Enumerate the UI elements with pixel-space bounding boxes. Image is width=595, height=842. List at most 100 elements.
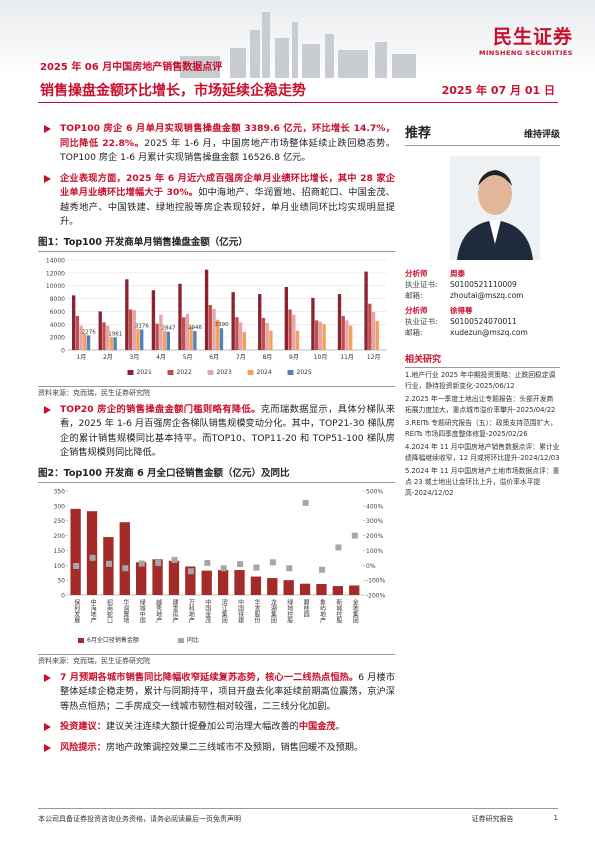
main-column: TOP100 房企 6 月单月实现销售操盘金额 3389.6 亿元，环比增长 1…	[38, 122, 395, 761]
related-item: 4.2024 年 11 月中国房地产销售数据点评：累计业绩降幅继续收窄，12 月…	[405, 443, 560, 462]
analyst-row: 邮箱: xudezun@mszq.com	[405, 327, 560, 338]
bar	[311, 297, 315, 350]
analyst-row: 执业证书: S0100524070011	[405, 316, 560, 327]
mail-label: 邮箱:	[405, 291, 423, 300]
x-tick-label: 3月	[130, 354, 140, 361]
bar	[201, 570, 212, 595]
bar	[178, 283, 182, 350]
y-tick-label: 200	[54, 533, 66, 540]
point	[269, 559, 276, 566]
legend-label: 2025	[297, 369, 312, 376]
x-tick-label: 华发股份	[253, 598, 260, 624]
y2-tick-label: 300%	[366, 518, 383, 525]
bar	[235, 317, 239, 350]
analyst-photo	[450, 156, 540, 260]
legend-label: 同比	[187, 636, 199, 644]
bar	[284, 287, 289, 350]
analyst-name: 周泰	[450, 269, 465, 278]
bar	[86, 335, 91, 350]
chart: 0 50 100 150 200 250 300 350 -200% -100% 0% 100% 200…	[54, 489, 386, 645]
bar	[185, 566, 196, 595]
bar	[151, 290, 156, 350]
bullet-text: 6 月楼市整体延续企稳走势，累计与同期持平，项目开盘去化率延续前期高位震荡，京沪…	[60, 671, 395, 712]
point	[89, 554, 96, 561]
analyst-row: 分析师 周泰	[405, 268, 560, 279]
data-label: 2946	[188, 325, 202, 331]
x-tick-label: 5月	[183, 354, 193, 361]
bar	[316, 584, 327, 595]
cert: S0100521110009	[450, 280, 517, 289]
y-tick-label: 0	[61, 593, 65, 600]
bar	[125, 279, 129, 350]
related-item: 1.地产行业 2025 年中期投资策略：止跌回稳定调行业，静待投资新变化-202…	[405, 371, 556, 390]
bar	[189, 326, 193, 350]
analyst-role: 分析师	[405, 306, 428, 315]
bar	[238, 322, 243, 350]
x-tick-label: 保利发展	[73, 598, 80, 624]
x-tick-label: 滨江集团	[220, 598, 227, 624]
bar	[193, 331, 197, 350]
bar	[348, 325, 353, 350]
chart: 0 2000 4000 6000 8000 10000 12000 14000 1月 2月 3月 4月…	[46, 258, 387, 376]
sidebar: 推荐 维持评级 分析师 周泰 执业证书: S0100521110009 邮箱: zhout…	[405, 122, 560, 499]
legend-swatch	[78, 638, 84, 643]
bar	[349, 585, 360, 595]
bullet-text: 房地产政策调控效果二三线城市不及预期，销售回暖不及预期。	[105, 741, 364, 753]
legend-swatch	[247, 370, 254, 375]
x-tick-label: 越秀地产	[155, 598, 162, 624]
y-tick-label: 100	[54, 563, 66, 570]
bar	[208, 305, 212, 350]
bullet: TOP100 房企 6 月单月实现销售操盘金额 3389.6 亿元，环比增长 1…	[38, 122, 395, 166]
point	[171, 556, 178, 563]
x-tick-label: 碧桂园	[302, 598, 309, 618]
bar	[119, 522, 130, 595]
figure-source: 资料来源：克而瑞，民生证券研究院	[38, 653, 395, 667]
bar	[269, 330, 273, 350]
footer: 本公司具备证券投资咨询业务资格，请务必阅读最后一页免责声明 证券研究报告 1	[38, 808, 558, 824]
bullet: 投资建议：建议关注连续大额计提叠加公司治理大幅改善的中国金茂。	[38, 720, 395, 735]
figure-title: 图2：Top100 开发商 6 月全口径销售金额（亿元）及同比	[38, 467, 395, 483]
bar	[318, 321, 323, 350]
bullet-bold: TOP100 房企 6 月单月实现销售操盘金额 3389.6 亿元，环比增长 1…	[60, 123, 395, 149]
x-tick-label: 建发房产	[171, 598, 178, 624]
bar	[371, 312, 376, 350]
bar	[140, 329, 144, 350]
legend-swatch	[178, 638, 184, 643]
y-tick-label: 4000	[50, 322, 65, 329]
bullet-bold: 中国金茂	[298, 721, 336, 732]
bar	[265, 323, 269, 350]
report-type: 证券研究报告	[471, 815, 514, 823]
figure: 0 2000 4000 6000 8000 10000 12000 14000 1月 2月 3月 4月…	[38, 252, 395, 386]
x-tick-label: 中国铁建	[237, 598, 244, 624]
bar	[368, 303, 372, 350]
x-tick-label: 绿地控股	[286, 598, 293, 624]
x-tick-label: 招商蛇口	[105, 598, 112, 624]
bar	[136, 328, 140, 350]
x-tick-label: 2月	[103, 354, 113, 361]
bar	[159, 314, 163, 350]
mail-label: 邮箱:	[405, 328, 423, 337]
point	[138, 560, 145, 567]
bullet: TOP20 房企的销售操盘金额门槛则略有降低。克而瑞数据显示，具体分梯队来看，2…	[38, 403, 395, 461]
bar	[322, 324, 326, 350]
analyst-row: 执业证书: S0100521110009	[405, 279, 560, 290]
bar	[364, 271, 368, 350]
point	[73, 563, 80, 570]
data-label: 1981	[108, 331, 122, 337]
related-item: 5.2024 年 11 月中国房地产土地市场数据点评：重点 23 城土地出让金环…	[405, 467, 560, 497]
bar	[212, 308, 216, 350]
bar	[106, 325, 110, 350]
bullet: 企业表现方面，2025 年 6 月近六成百强房企单月业绩环比增长，其中 28 家…	[38, 172, 395, 230]
x-tick-label: 中海地产	[89, 598, 96, 624]
bar	[136, 562, 147, 595]
skyline-banner	[0, 0, 595, 78]
legend-label: 2021	[137, 369, 152, 376]
bar	[79, 325, 83, 350]
x-tick-label: 中国金茂	[204, 598, 211, 624]
bar	[204, 269, 209, 350]
point	[187, 568, 194, 575]
logo-cn: 民生证券	[492, 26, 573, 48]
bar	[288, 309, 292, 350]
bullet: 7 月预期各城市销售同比降幅收窄延续复苏态势，核心一二线热点恒热。6 月楼市整体…	[38, 671, 395, 715]
x-tick-label: 10月	[314, 354, 328, 361]
